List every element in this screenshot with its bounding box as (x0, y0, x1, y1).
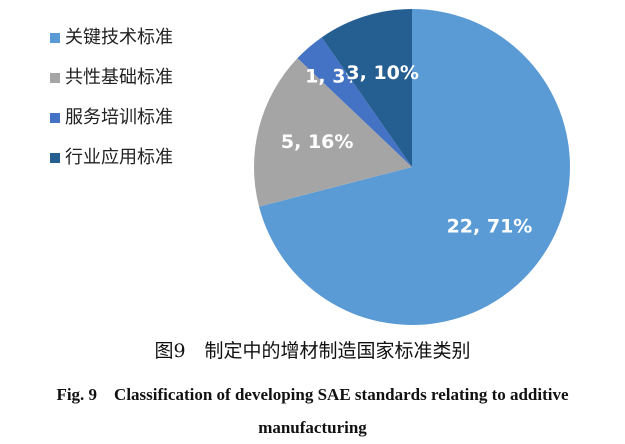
chart: 22, 71%5, 16%1, 3%3, 10%关键技术标准共性基础标准服务培训… (50, 9, 570, 325)
caption-en: Fig. 9 Classification of developing SAE … (56, 385, 569, 437)
pie-slice (321, 9, 412, 167)
legend-label: 关键技术标准 (65, 27, 173, 48)
caption-cn: 图9 制定中的增材制造国家标准类别 (154, 340, 471, 362)
legend-label: 共性基础标准 (65, 67, 173, 88)
legend-swatch (50, 153, 60, 163)
data-label: 5, 16% (281, 131, 354, 153)
pie-slice (259, 9, 570, 325)
pie-slice (297, 37, 412, 167)
legend-swatch (50, 33, 60, 43)
legend-label: 行业应用标准 (65, 147, 173, 168)
legend-swatch (50, 73, 60, 83)
legend-label: 服务培训标准 (65, 107, 173, 128)
data-label: 22, 71% (447, 215, 533, 237)
pie-slice (254, 58, 412, 207)
data-label: 3, 10% (346, 62, 419, 84)
legend-swatch (50, 113, 60, 123)
